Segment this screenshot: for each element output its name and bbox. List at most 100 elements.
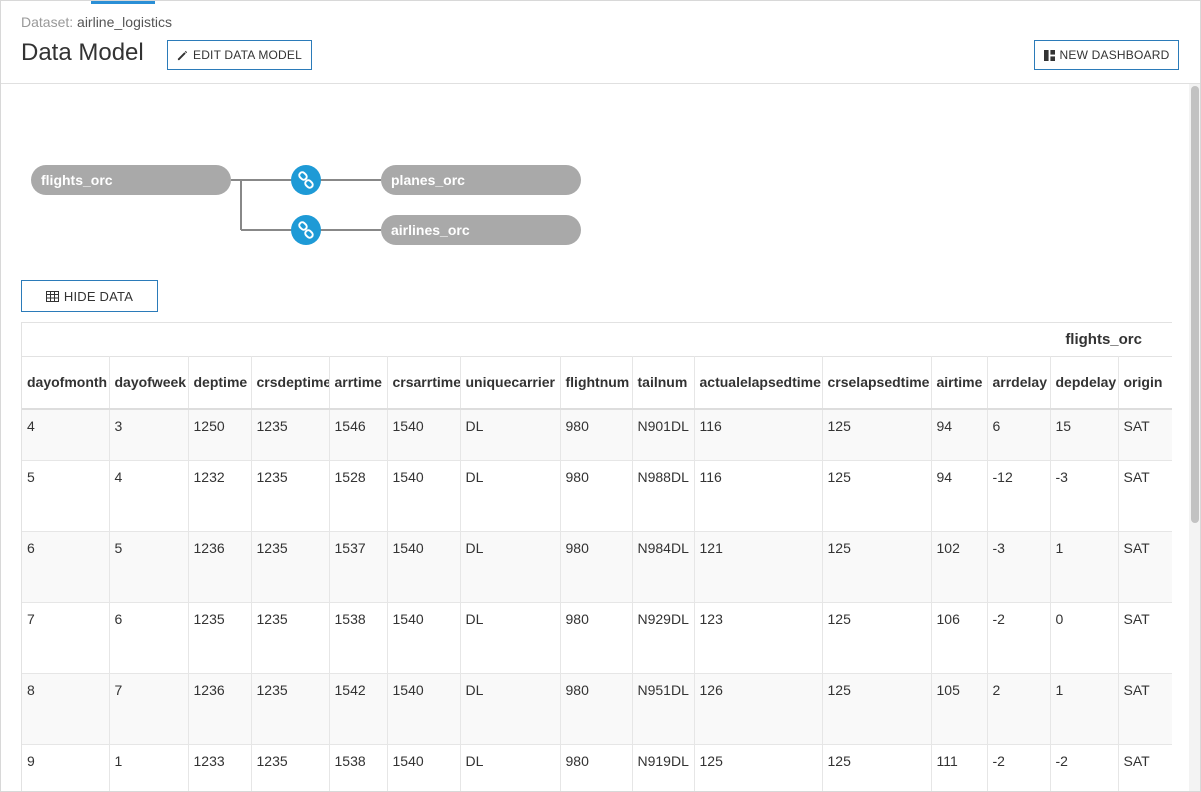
cell-arrdelay: 2 xyxy=(987,673,1051,745)
cell-origin: SAT xyxy=(1118,460,1172,532)
vertical-scrollbar-thumb[interactable] xyxy=(1191,86,1199,523)
table-header-row: dayofmonth dayofweek deptime crsdeptime arrt… xyxy=(22,356,1172,410)
table-title: flights_orc xyxy=(1065,331,1142,348)
dataset-breadcrumb: Dataset: airline_logistics xyxy=(21,14,172,30)
cell-crsdeptime: 1235 xyxy=(251,673,330,745)
cell-arrtime: 1538 xyxy=(329,602,388,674)
flights-table: dayofmonth dayofweek deptime crsdeptime arrt… xyxy=(22,356,1172,791)
hide-data-button[interactable]: HIDE DATA xyxy=(21,280,158,312)
cell-crsarrtime: 1540 xyxy=(387,673,461,745)
cell-dayofweek: 3 xyxy=(109,408,189,461)
cell-dayofmonth: 6 xyxy=(22,531,110,603)
cell-deptime: 1250 xyxy=(188,408,252,461)
cell-dayofweek: 5 xyxy=(109,531,189,603)
node-planes-orc[interactable]: planes_orc xyxy=(381,165,581,195)
table-row: 9 1 1233 1235 1538 1540 DL 980 N919DL 125 125 111 -2… xyxy=(22,744,1172,791)
cell-airtime: 94 xyxy=(931,460,988,532)
cell-origin: SAT xyxy=(1118,408,1172,461)
cell-arrtime: 1546 xyxy=(329,408,388,461)
table-row: 5 4 1232 1235 1528 1540 DL 980 N988DL 116 125 94 -12… xyxy=(22,460,1172,532)
cell-flightnum: 980 xyxy=(560,602,633,674)
cell-crsdeptime: 1235 xyxy=(251,531,330,603)
cell-crsdeptime: 1235 xyxy=(251,408,330,461)
cell-deptime: 1235 xyxy=(188,602,252,674)
node-airlines-orc[interactable]: airlines_orc xyxy=(381,215,581,245)
cell-airtime: 94 xyxy=(931,408,988,461)
column-header-dayofweek[interactable]: dayofweek xyxy=(109,356,189,410)
cell-crselapsedtime: 125 xyxy=(822,602,932,674)
join-link-icon[interactable] xyxy=(291,215,321,245)
column-header-origin[interactable]: origin xyxy=(1118,356,1172,410)
cell-crselapsedtime: 125 xyxy=(822,460,932,532)
cell-crsdeptime: 1235 xyxy=(251,602,330,674)
cell-crselapsedtime: 125 xyxy=(822,673,932,745)
column-header-depdelay[interactable]: depdelay xyxy=(1050,356,1119,410)
cell-tailnum: N901DL xyxy=(632,408,695,461)
cell-depdelay: -2 xyxy=(1050,744,1119,791)
column-header-dayofmonth[interactable]: dayofmonth xyxy=(22,356,110,410)
cell-dayofweek: 1 xyxy=(109,744,189,791)
column-header-tailnum[interactable]: tailnum xyxy=(632,356,695,410)
cell-tailnum: N919DL xyxy=(632,744,695,791)
cell-uniquecarrier: DL xyxy=(460,602,561,674)
column-header-arrtime[interactable]: arrtime xyxy=(329,356,388,410)
cell-arrtime: 1542 xyxy=(329,673,388,745)
cell-dayofweek: 7 xyxy=(109,673,189,745)
column-header-crsarrtime[interactable]: crsarrtime xyxy=(387,356,461,410)
cell-uniquecarrier: DL xyxy=(460,460,561,532)
cell-origin: SAT xyxy=(1118,602,1172,674)
column-header-crselapsedtime[interactable]: crselapsedtime xyxy=(822,356,932,410)
join-link-icon[interactable] xyxy=(291,165,321,195)
cell-arrdelay: -3 xyxy=(987,531,1051,603)
cell-airtime: 105 xyxy=(931,673,988,745)
cell-actualelapsedtime: 116 xyxy=(694,460,823,532)
table-body: 4 3 1250 1235 1546 1540 DL 980 N901DL 116 125 94 6 15… xyxy=(22,408,1172,791)
column-header-crsdeptime[interactable]: crsdeptime xyxy=(251,356,330,410)
edit-data-model-button[interactable]: EDIT DATA MODEL xyxy=(167,40,312,70)
cell-crsarrtime: 1540 xyxy=(387,744,461,791)
cell-crsarrtime: 1540 xyxy=(387,602,461,674)
dataset-name[interactable]: airline_logistics xyxy=(77,14,172,30)
cell-tailnum: N984DL xyxy=(632,531,695,603)
column-header-arrdelay[interactable]: arrdelay xyxy=(987,356,1051,410)
cell-airtime: 102 xyxy=(931,531,988,603)
cell-depdelay: -3 xyxy=(1050,460,1119,532)
node-flights-orc[interactable]: flights_orc xyxy=(31,165,231,195)
cell-origin: SAT xyxy=(1118,531,1172,603)
cell-deptime: 1236 xyxy=(188,531,252,603)
cell-actualelapsedtime: 116 xyxy=(694,408,823,461)
cell-arrdelay: -2 xyxy=(987,602,1051,674)
cell-crsdeptime: 1235 xyxy=(251,460,330,532)
table-row: 7 6 1235 1235 1538 1540 DL 980 N929DL 123 125 106 -2… xyxy=(22,602,1172,674)
cell-flightnum: 980 xyxy=(560,673,633,745)
cell-deptime: 1232 xyxy=(188,460,252,532)
column-header-flightnum[interactable]: flightnum xyxy=(560,356,633,410)
cell-arrtime: 1537 xyxy=(329,531,388,603)
table-icon xyxy=(45,290,59,302)
cell-deptime: 1236 xyxy=(188,673,252,745)
dataset-label: Dataset: xyxy=(21,14,74,30)
active-tab-indicator xyxy=(91,1,155,4)
column-header-deptime[interactable]: deptime xyxy=(188,356,252,410)
cell-crselapsedtime: 125 xyxy=(822,408,932,461)
cell-crsdeptime: 1235 xyxy=(251,744,330,791)
cell-arrtime: 1538 xyxy=(329,744,388,791)
cell-uniquecarrier: DL xyxy=(460,744,561,791)
column-header-actualelapsedtime[interactable]: actualelapsedtime xyxy=(694,356,823,410)
new-dashboard-label: NEW DASHBOARD xyxy=(1059,48,1170,62)
cell-origin: SAT xyxy=(1118,744,1172,791)
column-header-airtime[interactable]: airtime xyxy=(931,356,988,410)
cell-dayofmonth: 4 xyxy=(22,408,110,461)
cell-crsarrtime: 1540 xyxy=(387,531,461,603)
cell-dayofmonth: 7 xyxy=(22,602,110,674)
table-row: 4 3 1250 1235 1546 1540 DL 980 N901DL 116 125 94 6 15… xyxy=(22,408,1172,461)
cell-arrdelay: -2 xyxy=(987,744,1051,791)
new-dashboard-button[interactable]: NEW DASHBOARD xyxy=(1034,40,1179,70)
cell-flightnum: 980 xyxy=(560,460,633,532)
cell-actualelapsedtime: 125 xyxy=(694,744,823,791)
cell-crselapsedtime: 125 xyxy=(822,744,932,791)
cell-actualelapsedtime: 121 xyxy=(694,531,823,603)
cell-crsarrtime: 1540 xyxy=(387,408,461,461)
column-header-uniquecarrier[interactable]: uniquecarrier xyxy=(460,356,561,410)
